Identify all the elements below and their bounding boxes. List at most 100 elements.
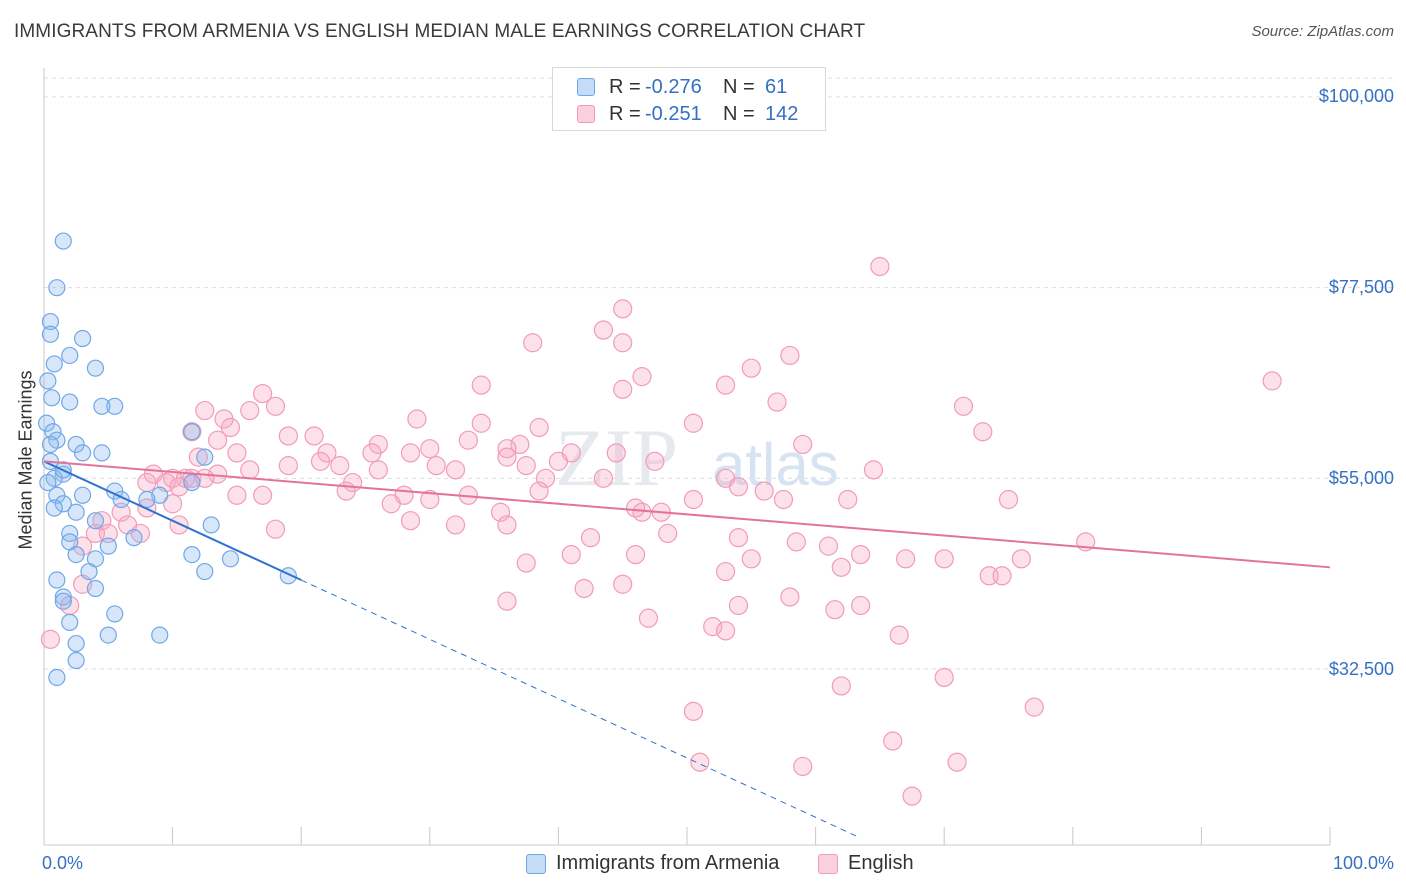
- english-point: [902, 786, 922, 806]
- english-point: [362, 443, 382, 463]
- legend-item-armenia[interactable]: Immigrants from Armenia: [526, 852, 779, 875]
- english-point: [625, 544, 646, 565]
- english-point: [400, 511, 421, 531]
- armenia-point: [45, 355, 63, 373]
- english-point: [529, 481, 549, 501]
- english-point: [561, 544, 581, 565]
- english-point: [516, 456, 536, 476]
- english-point: [786, 532, 806, 552]
- english-point: [278, 456, 298, 476]
- legend-n-label: N =: [723, 102, 755, 125]
- english-point: [40, 629, 61, 649]
- legend-r-label: R =: [609, 75, 641, 98]
- armenia-point: [67, 435, 85, 454]
- armenia-point: [86, 359, 105, 377]
- watermark-zip: ZIP: [555, 412, 678, 503]
- armenia-trend-extension: [300, 579, 861, 839]
- armenia-point: [106, 605, 124, 623]
- x-tick-label-min: 0.0%: [42, 853, 84, 873]
- english-point: [265, 396, 286, 416]
- english-point: [523, 333, 543, 353]
- armenia-point: [151, 626, 169, 644]
- english-point: [265, 519, 286, 539]
- english-point: [593, 468, 614, 488]
- english-point: [863, 460, 884, 480]
- english-point: [407, 409, 427, 429]
- english-point: [613, 379, 633, 399]
- armenia-point: [73, 329, 92, 348]
- armenia-point: [183, 473, 201, 492]
- armenia-point: [54, 495, 72, 513]
- armenia-point: [54, 588, 72, 606]
- english-point: [883, 731, 903, 751]
- english-point: [220, 417, 241, 438]
- armenia-point: [48, 279, 66, 297]
- english-point: [253, 485, 273, 505]
- english-point: [947, 752, 967, 772]
- x-tick-label-max: 100.0%: [1332, 853, 1394, 873]
- english-point: [330, 456, 350, 476]
- english-point: [310, 451, 331, 471]
- english-point: [593, 320, 614, 340]
- english-point: [497, 591, 517, 611]
- english-point: [426, 456, 446, 476]
- english-point: [381, 494, 401, 514]
- english-point: [728, 528, 749, 548]
- english-point: [851, 595, 871, 616]
- armenia-point: [41, 435, 60, 454]
- english-point: [458, 430, 478, 450]
- source-attribution[interactable]: Source: ZipAtlas.com: [1251, 23, 1394, 40]
- english-point: [400, 443, 421, 463]
- armenia-point: [151, 486, 169, 504]
- english-point: [1024, 697, 1044, 717]
- armenia-point: [86, 579, 105, 598]
- legend-swatch-armenia: [526, 853, 546, 874]
- armenia-point: [61, 346, 79, 365]
- english-point: [208, 430, 228, 450]
- armenia-point: [99, 626, 117, 644]
- english-point: [420, 489, 440, 510]
- legend-r-value-armenia: -0.276: [645, 75, 702, 98]
- english-point: [851, 544, 871, 565]
- english-point: [613, 574, 633, 594]
- english-point: [445, 460, 466, 480]
- english-point: [754, 481, 774, 501]
- armenia-point: [43, 389, 61, 407]
- armenia-point: [93, 397, 111, 415]
- source-label[interactable]: Source: ZipAtlas.com: [1251, 23, 1394, 40]
- english-point: [741, 358, 761, 378]
- english-point: [632, 502, 652, 522]
- english-point: [497, 515, 517, 535]
- stats-legend: R = -0.276 N = 61 R = -0.251 N = 142: [552, 67, 826, 131]
- english-point: [896, 549, 916, 569]
- armenia-point: [196, 562, 214, 581]
- english-point: [728, 595, 749, 616]
- english-point: [703, 617, 723, 637]
- english-point: [240, 400, 260, 421]
- grid-lines: [44, 77, 1392, 670]
- armenia-points: [37, 232, 297, 687]
- chart-title: IMMIGRANTS FROM ARMENIA VS ENGLISH MEDIA…: [14, 21, 866, 42]
- legend-item-english[interactable]: English: [818, 852, 914, 875]
- english-point: [227, 443, 247, 463]
- english-point: [497, 447, 517, 467]
- english-point: [188, 447, 208, 467]
- series-legend: Immigrants from Armenia English: [0, 852, 1406, 878]
- english-point: [683, 489, 704, 510]
- english-point: [645, 451, 665, 471]
- english-point: [998, 489, 1019, 510]
- legend-n-label: N =: [723, 75, 755, 98]
- english-point: [992, 566, 1012, 586]
- armenia-point: [106, 397, 124, 415]
- english-point: [163, 494, 183, 514]
- english-point: [613, 333, 633, 353]
- y-tick-label-32500: $32,500: [1328, 659, 1394, 679]
- armenia-point: [99, 537, 117, 555]
- armenia-point: [45, 499, 63, 517]
- english-point: [606, 443, 626, 463]
- english-point: [953, 396, 974, 416]
- english-point: [510, 434, 530, 455]
- armenia-point: [93, 444, 111, 462]
- armenia-point: [125, 529, 143, 547]
- english-trend-line: [43, 460, 1331, 569]
